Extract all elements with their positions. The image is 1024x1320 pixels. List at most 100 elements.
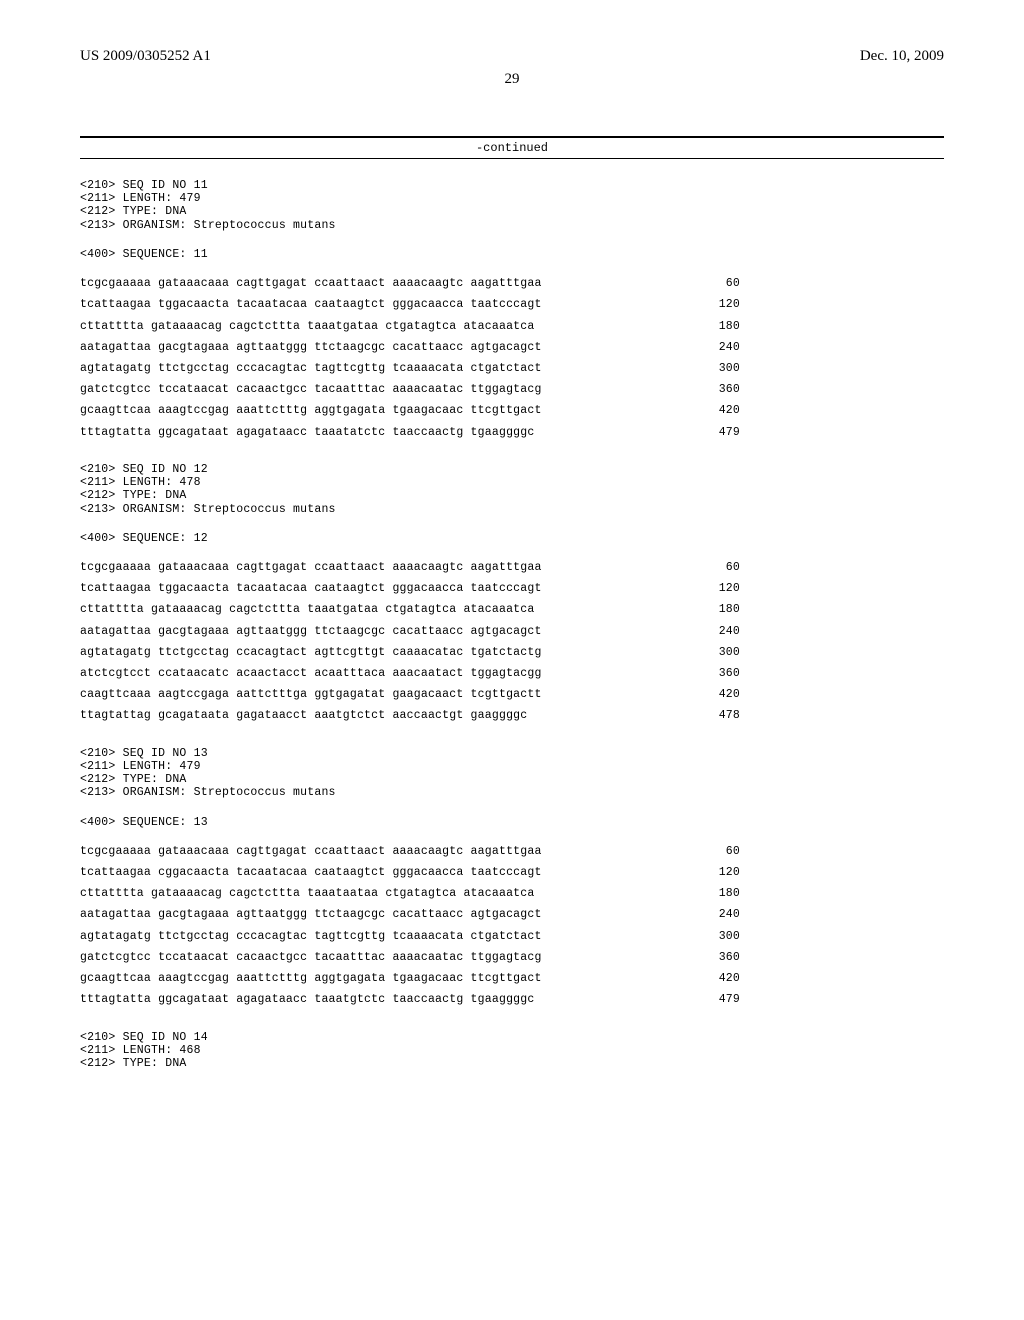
sequence-row: ttagtattag gcagataata gagataacct aaatgtc… bbox=[80, 709, 740, 722]
sequence-text: gatctcgtcc tccataacat cacaactgcc tacaatt… bbox=[80, 383, 542, 396]
sequence-row: aatagattaa gacgtagaaa agttaatggg ttctaag… bbox=[80, 908, 740, 921]
meta-line: <212> TYPE: DNA bbox=[80, 489, 944, 502]
sequence-row: gatctcgtcc tccataacat cacaactgcc tacaatt… bbox=[80, 951, 740, 964]
sequence-listing: <210> SEQ ID NO 11<211> LENGTH: 479<212>… bbox=[80, 179, 944, 1070]
meta-line: <213> ORGANISM: Streptococcus mutans bbox=[80, 503, 944, 516]
sequence-position: 120 bbox=[700, 582, 740, 595]
sequence-row: gcaagttcaa aaagtccgag aaattctttg aggtgag… bbox=[80, 972, 740, 985]
meta-line: <212> TYPE: DNA bbox=[80, 773, 944, 786]
spacer bbox=[80, 985, 944, 993]
sequence-text: cttatttta gataaaacag cagctcttta taaatgat… bbox=[80, 603, 534, 616]
spacer bbox=[80, 638, 944, 646]
sequence-position: 180 bbox=[700, 320, 740, 333]
spacer bbox=[80, 943, 944, 951]
page-header: US 2009/0305252 A1 Dec. 10, 2009 bbox=[80, 48, 944, 65]
spacer bbox=[80, 964, 944, 972]
meta-line: <212> TYPE: DNA bbox=[80, 205, 944, 218]
spacer bbox=[80, 829, 944, 845]
sequence-text: tcgcgaaaaa gataaacaaa cagttgagat ccaatta… bbox=[80, 277, 542, 290]
sequence-row: tcgcgaaaaa gataaacaaa cagttgagat ccaatta… bbox=[80, 845, 740, 858]
spacer bbox=[80, 922, 944, 930]
sequence-position: 479 bbox=[700, 426, 740, 439]
sequence-position: 60 bbox=[700, 277, 740, 290]
sequence-text: ttagtattag gcagataata gagataacct aaatgtc… bbox=[80, 709, 527, 722]
meta-line: <211> LENGTH: 479 bbox=[80, 760, 944, 773]
sequence-position: 420 bbox=[700, 972, 740, 985]
meta-line: <213> ORGANISM: Streptococcus mutans bbox=[80, 786, 944, 799]
sequence-text: gcaagttcaa aaagtccgag aaattctttg aggtgag… bbox=[80, 404, 542, 417]
sequence-position: 360 bbox=[700, 667, 740, 680]
sequence-position: 240 bbox=[700, 625, 740, 638]
sequence-position: 479 bbox=[700, 993, 740, 1006]
spacer bbox=[80, 595, 944, 603]
sequence-position: 420 bbox=[700, 404, 740, 417]
sequence-text: caagttcaaa aagtccgaga aattctttga ggtgaga… bbox=[80, 688, 542, 701]
meta-line: <213> ORGANISM: Streptococcus mutans bbox=[80, 219, 944, 232]
sequence-row: tcattaagaa tggacaacta tacaatacaa caataag… bbox=[80, 582, 740, 595]
sequence-position: 180 bbox=[700, 603, 740, 616]
spacer bbox=[80, 396, 944, 404]
spacer bbox=[80, 354, 944, 362]
sequence-position: 60 bbox=[700, 561, 740, 574]
sequence-text: tttagtatta ggcagataat agagataacc taaatgt… bbox=[80, 993, 534, 1006]
sequence-row: gatctcgtcc tccataacat cacaactgcc tacaatt… bbox=[80, 383, 740, 396]
sequence-position: 180 bbox=[700, 887, 740, 900]
spacer bbox=[80, 858, 944, 866]
sequence-position: 420 bbox=[700, 688, 740, 701]
sequence-row: cttatttta gataaaacag cagctcttta taaatgat… bbox=[80, 320, 740, 333]
spacer bbox=[80, 574, 944, 582]
sequence-row: aatagattaa gacgtagaaa agttaatggg ttctaag… bbox=[80, 341, 740, 354]
meta-line: <400> SEQUENCE: 13 bbox=[80, 816, 944, 829]
sequence-text: tcattaagaa tggacaacta tacaatacaa caataag… bbox=[80, 298, 542, 311]
spacer bbox=[80, 516, 944, 532]
sequence-row: tttagtatta ggcagataat agagataacc taaatat… bbox=[80, 426, 740, 439]
sequence-position: 60 bbox=[700, 845, 740, 858]
sequence-row: tcgcgaaaaa gataaacaaa cagttgagat ccaatta… bbox=[80, 277, 740, 290]
spacer bbox=[80, 312, 944, 320]
sequence-row: agtatagatg ttctgcctag ccacagtact agttcgt… bbox=[80, 646, 740, 659]
sequence-text: tcattaagaa cggacaacta tacaatacaa caataag… bbox=[80, 866, 542, 879]
sequence-text: aatagattaa gacgtagaaa agttaatggg ttctaag… bbox=[80, 908, 542, 921]
sequence-row: cttatttta gataaaacag cagctcttta taaataat… bbox=[80, 887, 740, 900]
sequence-text: tttagtatta ggcagataat agagataacc taaatat… bbox=[80, 426, 534, 439]
spacer bbox=[80, 375, 944, 383]
sequence-position: 300 bbox=[700, 362, 740, 375]
spacer bbox=[80, 232, 944, 248]
spacer bbox=[80, 290, 944, 298]
sequence-text: gatctcgtcc tccataacat cacaactgcc tacaatt… bbox=[80, 951, 542, 964]
spacer bbox=[80, 900, 944, 908]
spacer bbox=[80, 617, 944, 625]
sequence-position: 240 bbox=[700, 341, 740, 354]
meta-line: <211> LENGTH: 478 bbox=[80, 476, 944, 489]
page-number: 29 bbox=[80, 71, 944, 88]
sequence-text: agtatagatg ttctgcctag cccacagtac tagttcg… bbox=[80, 930, 542, 943]
sequence-text: aatagattaa gacgtagaaa agttaatggg ttctaag… bbox=[80, 341, 542, 354]
sequence-row: tcattaagaa tggacaacta tacaatacaa caataag… bbox=[80, 298, 740, 311]
sequence-row: tcattaagaa cggacaacta tacaatacaa caataag… bbox=[80, 866, 740, 879]
sequence-position: 300 bbox=[700, 930, 740, 943]
spacer bbox=[80, 439, 944, 463]
meta-line: <400> SEQUENCE: 11 bbox=[80, 248, 944, 261]
meta-line: <210> SEQ ID NO 12 bbox=[80, 463, 944, 476]
sequence-position: 240 bbox=[700, 908, 740, 921]
spacer bbox=[80, 418, 944, 426]
spacer bbox=[80, 879, 944, 887]
spacer bbox=[80, 545, 944, 561]
sequence-text: cttatttta gataaaacag cagctcttta taaataat… bbox=[80, 887, 534, 900]
meta-line: <211> LENGTH: 479 bbox=[80, 192, 944, 205]
sequence-row: aatagattaa gacgtagaaa agttaatggg ttctaag… bbox=[80, 625, 740, 638]
sequence-position: 360 bbox=[700, 383, 740, 396]
sequence-row: atctcgtcct ccataacatc acaactacct acaattt… bbox=[80, 667, 740, 680]
sequence-position: 300 bbox=[700, 646, 740, 659]
meta-line: <210> SEQ ID NO 11 bbox=[80, 179, 944, 192]
spacer bbox=[80, 800, 944, 816]
sequence-text: tcattaagaa tggacaacta tacaatacaa caataag… bbox=[80, 582, 542, 595]
spacer bbox=[80, 723, 944, 747]
sequence-text: cttatttta gataaaacag cagctcttta taaatgat… bbox=[80, 320, 534, 333]
meta-line: <211> LENGTH: 468 bbox=[80, 1044, 944, 1057]
continued-bar: -continued bbox=[80, 136, 944, 159]
sequence-position: 120 bbox=[700, 298, 740, 311]
spacer bbox=[80, 659, 944, 667]
spacer bbox=[80, 333, 944, 341]
sequence-text: gcaagttcaa aaagtccgag aaattctttg aggtgag… bbox=[80, 972, 542, 985]
